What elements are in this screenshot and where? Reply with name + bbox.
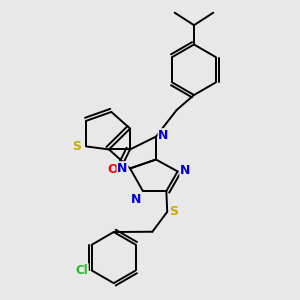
Text: N: N [117,162,128,175]
Text: S: S [72,140,81,153]
Text: O: O [107,163,118,176]
Text: S: S [169,205,178,218]
Text: N: N [158,129,169,142]
Text: N: N [180,164,190,177]
Text: N: N [131,194,141,206]
Text: Cl: Cl [75,264,88,277]
